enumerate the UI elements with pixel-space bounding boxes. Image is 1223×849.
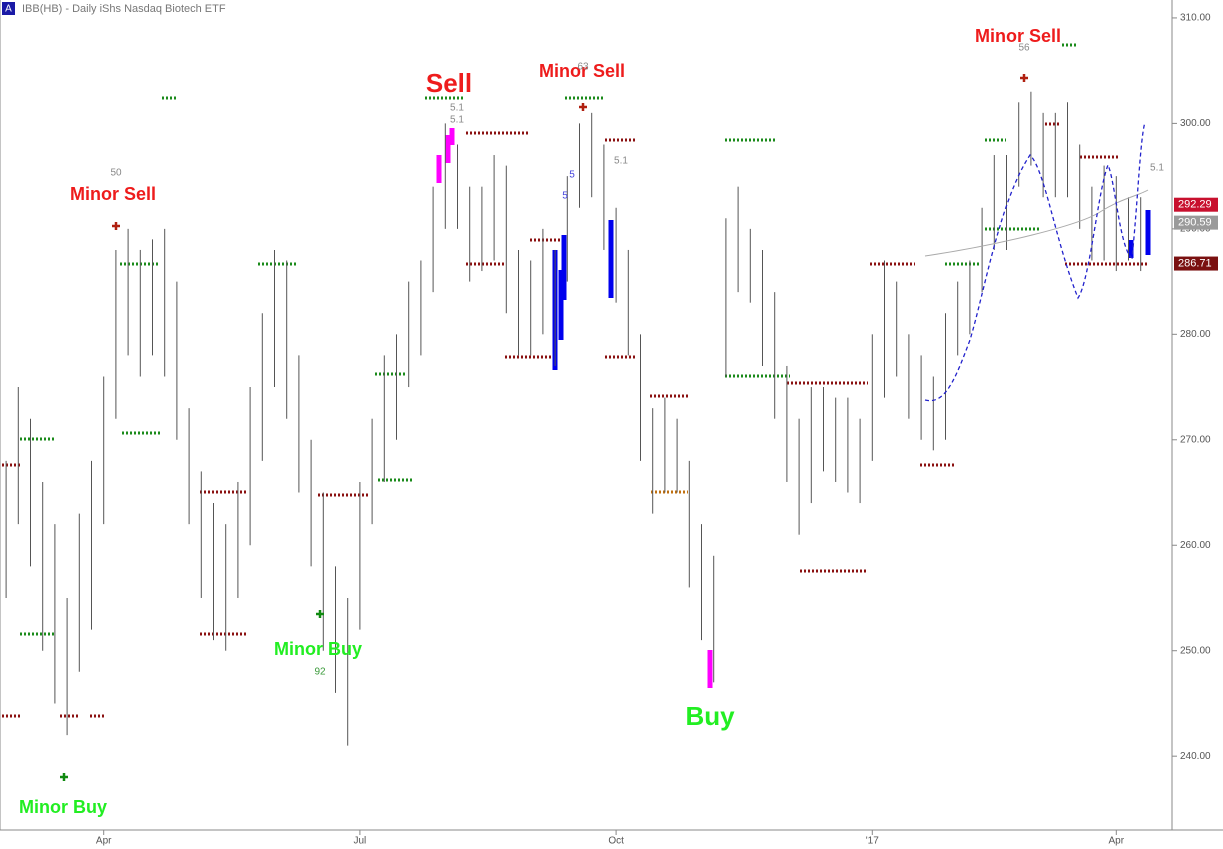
- signal-block: [436, 155, 442, 183]
- small-label: 92: [314, 667, 326, 678]
- x-tick-label: '17: [866, 836, 879, 847]
- small-label: 5.1: [614, 156, 628, 167]
- signal-cross: [112, 222, 120, 230]
- price-tag-box: [1174, 256, 1218, 271]
- signal-cross: [316, 610, 324, 618]
- signal-block: [445, 135, 451, 163]
- projection: [924, 121, 1146, 402]
- x-tick-label: Oct: [608, 836, 624, 847]
- signal-block: [561, 235, 567, 300]
- x-tick-label: Apr: [1109, 836, 1125, 847]
- x-tick-label: Apr: [96, 836, 112, 847]
- chart-title: IBB(HB) - Daily iShs Nasdaq Biotech ETF: [22, 3, 226, 15]
- y-tick-label: 240.00: [1180, 751, 1211, 762]
- price-tag: 290.59: [1178, 217, 1212, 229]
- signal-cross: [579, 103, 587, 111]
- signal-annotation: Sell: [426, 68, 472, 98]
- small-label: 5.1: [450, 115, 464, 126]
- small-label: 50: [110, 168, 122, 179]
- signal-block: [1145, 210, 1151, 255]
- signal-cross: [60, 773, 68, 781]
- y-tick-label: 280.00: [1180, 329, 1211, 340]
- y-tick-label: 260.00: [1180, 540, 1211, 551]
- moving-average: [924, 189, 1149, 257]
- signal-annotation: Buy: [685, 701, 735, 731]
- price-tag: 286.71: [1178, 257, 1212, 269]
- y-tick-label: 270.00: [1180, 434, 1211, 445]
- small-label: 63: [577, 62, 589, 73]
- badge-box: [2, 2, 15, 15]
- signal-block: [608, 220, 614, 298]
- small-label: 56: [1018, 43, 1030, 54]
- small-label: 5.1: [450, 103, 464, 114]
- signal-block: [449, 128, 455, 145]
- signal-block: [1128, 240, 1134, 258]
- y-tick-label: 310.00: [1180, 13, 1211, 24]
- price-tag-box: [1174, 197, 1218, 212]
- signal-annotation: Minor Buy: [19, 797, 107, 817]
- x-tick-label: Jul: [354, 836, 367, 847]
- badge: A: [5, 4, 12, 15]
- small-label: 5.1: [1150, 163, 1164, 174]
- signal-annotation: Minor Buy: [274, 639, 362, 659]
- signal-annotation: Minor Sell: [539, 61, 625, 81]
- y-tick-label: 250.00: [1180, 645, 1211, 656]
- small-label: 5: [569, 170, 575, 181]
- price-tag-box: [1174, 215, 1218, 230]
- signal-block: [558, 270, 564, 340]
- signal-block: [707, 650, 713, 688]
- small-label: 5: [562, 191, 568, 202]
- y-tick-label: 300.00: [1180, 118, 1211, 129]
- price-tag: 292.29: [1178, 199, 1212, 211]
- signal-cross: [1020, 74, 1028, 82]
- signal-annotation: Minor Sell: [975, 26, 1061, 46]
- signal-annotation: Minor Sell: [70, 184, 156, 204]
